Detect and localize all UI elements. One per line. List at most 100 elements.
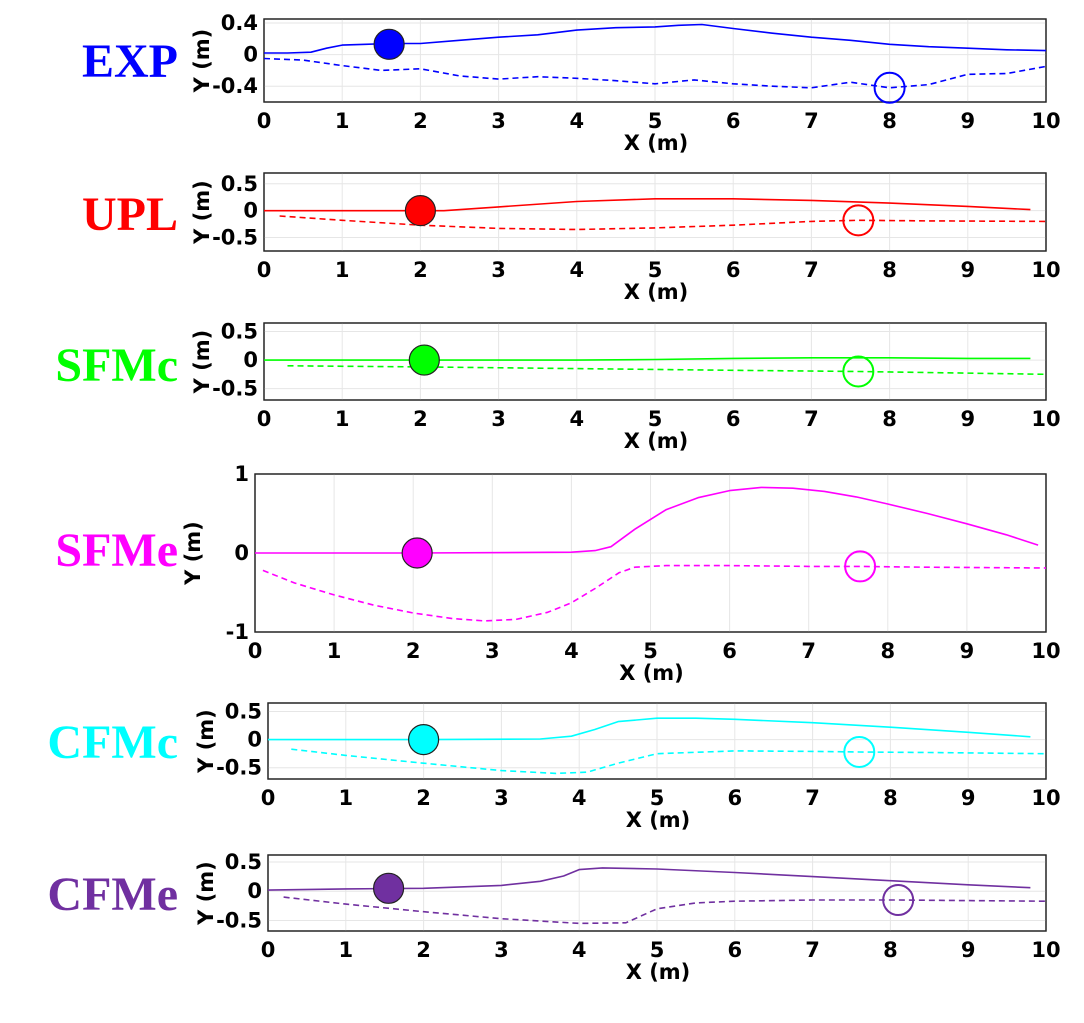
y-tick-label: 0.5 bbox=[221, 320, 258, 344]
x-tick-label: 1 bbox=[335, 258, 350, 282]
x-tick-label: 5 bbox=[648, 109, 663, 133]
dashed-trajectory bbox=[263, 57, 1047, 89]
y-tick-label: 0.5 bbox=[221, 172, 258, 196]
plot-frame bbox=[263, 172, 1047, 252]
x-tick-label: 7 bbox=[804, 109, 819, 133]
y-tick-label: 0 bbox=[247, 879, 262, 903]
x-tick-label: 5 bbox=[648, 407, 663, 431]
x-tick-label: 3 bbox=[494, 938, 509, 962]
goal-marker-open bbox=[882, 884, 915, 917]
y-tick-label: -0.5 bbox=[216, 908, 262, 932]
x-tick-label: 3 bbox=[485, 639, 500, 663]
x-tick-label: 0 bbox=[261, 938, 276, 962]
x-tick-label: 4 bbox=[569, 109, 584, 133]
x-tick-label: 6 bbox=[722, 639, 737, 663]
x-tick-label: 3 bbox=[494, 786, 509, 810]
x-tick-label: 7 bbox=[801, 639, 816, 663]
x-tick-label: 8 bbox=[882, 109, 897, 133]
x-tick-label: 7 bbox=[805, 938, 820, 962]
plot-frame bbox=[263, 18, 1047, 103]
x-tick-label: 6 bbox=[727, 786, 742, 810]
start-marker-filled bbox=[373, 28, 405, 60]
x-tick-label: 3 bbox=[491, 407, 506, 431]
x-tick-label: 2 bbox=[416, 938, 431, 962]
x-axis-title: X (m) bbox=[626, 960, 691, 984]
solid-trajectory bbox=[264, 23, 1047, 54]
x-tick-label: 10 bbox=[1031, 639, 1060, 663]
x-tick-label: 2 bbox=[416, 786, 431, 810]
row-label: EXP bbox=[82, 35, 178, 88]
x-tick-label: 1 bbox=[338, 938, 353, 962]
x-tick-label: 5 bbox=[650, 786, 665, 810]
plot-frame bbox=[267, 854, 1047, 932]
x-tick-label: 5 bbox=[648, 258, 663, 282]
start-marker-filled bbox=[408, 344, 440, 376]
x-tick-label: 8 bbox=[883, 786, 898, 810]
x-tick-label: 3 bbox=[491, 109, 506, 133]
y-axis-title: Y (m) bbox=[190, 330, 214, 395]
x-axis-title: X (m) bbox=[626, 808, 691, 832]
row-label: CFMc bbox=[47, 716, 178, 769]
x-tick-label: 9 bbox=[960, 407, 975, 431]
x-axis-title: X (m) bbox=[619, 661, 684, 685]
solid-trajectory bbox=[255, 486, 1039, 554]
x-tick-label: 4 bbox=[564, 639, 579, 663]
x-tick-label: 0 bbox=[257, 407, 272, 431]
x-tick-label: 6 bbox=[727, 938, 742, 962]
x-tick-label: 6 bbox=[726, 258, 741, 282]
x-tick-label: 4 bbox=[572, 938, 587, 962]
x-tick-label: 10 bbox=[1031, 109, 1060, 133]
x-tick-label: 7 bbox=[804, 258, 819, 282]
start-marker-filled bbox=[372, 872, 405, 904]
dashed-trajectory bbox=[283, 896, 1047, 925]
x-tick-label: 2 bbox=[413, 258, 428, 282]
y-tick-label: -0.4 bbox=[212, 74, 258, 98]
y-tick-label: 0.5 bbox=[225, 850, 262, 874]
y-tick-label: 1 bbox=[234, 462, 249, 486]
y-tick-label: -1 bbox=[226, 620, 249, 644]
x-tick-label: 10 bbox=[1031, 938, 1060, 962]
x-tick-label: 9 bbox=[961, 786, 976, 810]
panel-exp: 0 1 2 3 4 5 6 7 8 9 10 0.4 0 -0.4 X (m) Y (m) EXP bbox=[82, 11, 1061, 155]
row-label: UPL bbox=[82, 188, 178, 241]
x-tick-label: 7 bbox=[805, 786, 820, 810]
x-tick-label: 4 bbox=[569, 407, 584, 431]
dashed-trajectory bbox=[287, 365, 1047, 376]
goal-marker-open bbox=[873, 71, 906, 104]
x-tick-label: 6 bbox=[726, 109, 741, 133]
x-tick-label: 9 bbox=[960, 109, 975, 133]
solid-trajectory bbox=[267, 867, 1031, 891]
y-tick-label: -0.5 bbox=[212, 377, 258, 401]
y-tick-label: 0 bbox=[247, 728, 262, 752]
x-tick-label: 0 bbox=[261, 786, 276, 810]
x-tick-label: 2 bbox=[413, 407, 428, 431]
start-marker-filled bbox=[408, 723, 440, 756]
panel-upl: 0 1 2 3 4 5 6 7 8 9 10 0.5 0 -0.5 X (m) Y (m) UPL bbox=[82, 172, 1061, 304]
y-axis-title: Y (m) bbox=[181, 521, 205, 586]
dashed-trajectory bbox=[279, 215, 1047, 231]
x-tick-label: 4 bbox=[572, 786, 587, 810]
x-tick-label: 8 bbox=[882, 258, 897, 282]
x-tick-label: 10 bbox=[1031, 407, 1060, 431]
y-tick-label: 0 bbox=[234, 541, 249, 565]
x-tick-label: 8 bbox=[883, 938, 898, 962]
x-tick-label: 0 bbox=[257, 109, 272, 133]
y-axis-title: Y (m) bbox=[190, 29, 214, 94]
x-tick-label: 5 bbox=[650, 938, 665, 962]
x-tick-label: 0 bbox=[248, 639, 263, 663]
y-axis-title: Y (m) bbox=[194, 861, 218, 926]
y-axis-title: Y (m) bbox=[190, 180, 214, 245]
x-tick-label: 0 bbox=[257, 258, 272, 282]
x-tick-label: 9 bbox=[960, 639, 975, 663]
y-axis-title: Y (m) bbox=[194, 709, 218, 774]
panel-cfmc: 0 1 2 3 4 5 6 7 8 9 10 0.5 0 -0.5 X (m) Y (m) CFMc bbox=[47, 699, 1060, 832]
dashed-trajectory bbox=[262, 564, 1047, 622]
x-tick-label: 2 bbox=[406, 639, 421, 663]
goal-marker-open bbox=[844, 550, 877, 583]
plot-frame bbox=[267, 702, 1047, 780]
x-axis-title: X (m) bbox=[624, 280, 689, 304]
panel-cfme: 0 1 2 3 4 5 6 7 8 9 10 0.5 0 -0.5 X (m) Y (m) CFMe bbox=[47, 850, 1060, 984]
goal-marker-open bbox=[843, 735, 876, 768]
